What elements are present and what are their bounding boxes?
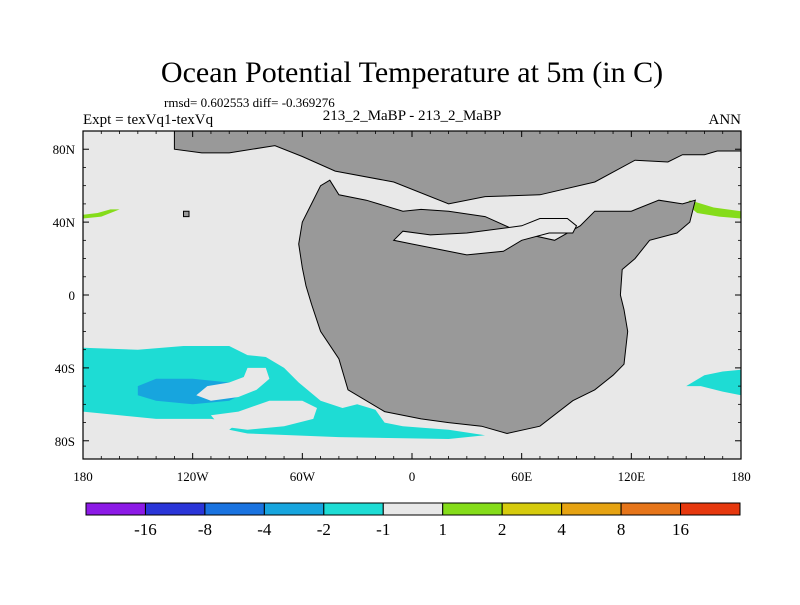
x-tick-label: 180 (731, 469, 751, 484)
contour-south-pacific-inner-gap (196, 367, 270, 401)
colorbar-label: -2 (317, 520, 331, 539)
colorbar-box (680, 502, 741, 516)
x-tick-label: 180 (73, 469, 93, 484)
colorbar-label: 2 (498, 520, 507, 539)
experiment-label: Expt = texVq1-texVq (83, 112, 214, 128)
map-plot-area (83, 131, 741, 459)
y-tick-label: 0 (69, 288, 76, 303)
colorbar-label: -8 (198, 520, 212, 539)
case-label: 213_2_MaBP - 213_2_MaBP (323, 108, 502, 124)
colorbar-box (442, 502, 503, 516)
y-tick-label: 40S (55, 361, 75, 376)
colorbar-box (263, 502, 325, 516)
y-tick-label: 40N (53, 215, 76, 230)
x-tick-label: 0 (409, 469, 416, 484)
x-tick-label: 120W (177, 469, 210, 484)
x-tick-label: 120E (618, 469, 646, 484)
colorbar-box (620, 502, 682, 516)
contour-south-indian-cool (686, 369, 741, 396)
colorbar-box (144, 502, 206, 516)
contour-south-atlantic-gap (210, 400, 317, 430)
contour-south-pacific-minus1-region (83, 346, 486, 439)
colorbar-label: 16 (672, 520, 689, 539)
colorbar-box (323, 502, 384, 516)
colorbar-label: -16 (134, 520, 157, 539)
land-layer (173, 131, 741, 435)
axis-layer: 180 120W 60W 0 60E 120E 180 80N 40N 0 40S 80S (53, 131, 751, 484)
contour-layer (83, 200, 741, 439)
land-north-polar-land (173, 131, 741, 205)
x-tick-label: 60E (511, 469, 532, 484)
chart-title: Ocean Potential Temperature at 5m (in C) (161, 56, 663, 89)
colorbar-label: -1 (376, 520, 390, 539)
colorbar-label: 4 (557, 520, 566, 539)
contour-north-pacific-warm-east (686, 200, 741, 219)
ocean-mediterranean (392, 218, 578, 256)
colorbar: -16 -8 -4 -2 -1 1 2 4 8 16 (85, 502, 741, 539)
land-small-island (183, 210, 190, 218)
colorbar-box (382, 502, 444, 516)
colorbar-box (501, 502, 563, 516)
season-label: ANN (709, 112, 742, 128)
colorbar-box (561, 502, 622, 516)
colorbar-box (204, 502, 265, 516)
y-tick-label: 80S (55, 434, 75, 449)
colorbar-label: 8 (617, 520, 626, 539)
stats-label: rmsd= 0.602553 diff= -0.369276 (164, 95, 335, 110)
y-tick-label: 80N (53, 142, 76, 157)
colorbar-label: 1 (438, 520, 447, 539)
colorbar-box (85, 502, 146, 516)
colorbar-label: -4 (257, 520, 272, 539)
contour-north-pacific-warm-west (83, 209, 120, 219)
x-tick-label: 60W (290, 469, 316, 484)
